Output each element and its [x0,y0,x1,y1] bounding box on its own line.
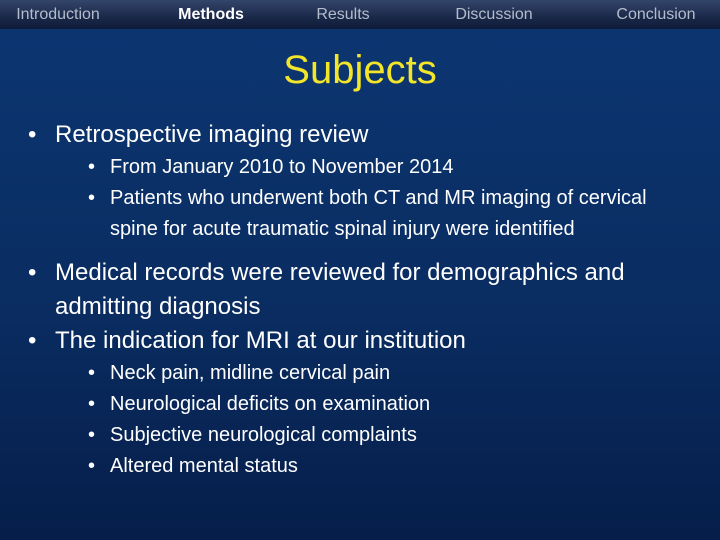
sub-bullet-list: Neck pain, midline cervical painNeurolog… [88,358,700,482]
nav-tab[interactable]: Discussion [455,6,533,23]
slide-title: Subjects [283,48,437,92]
content: Retrospective imaging reviewFrom January… [28,118,700,482]
sub-bullet: Neck pain, midline cervical pain [88,358,685,389]
sub-bullet: Subjective neurological complaints [88,420,685,451]
sub-bullet: Neurological deficits on examination [88,389,685,420]
sub-bullet-list: From January 2010 to November 2014Patien… [88,152,700,245]
bullet: The indication for MRI at our institutio… [28,324,670,358]
sub-bullet: From January 2010 to November 2014 [88,152,685,183]
bullet: Retrospective imaging review [28,118,670,152]
sub-bullet: Altered mental status [88,451,685,482]
nav-tab[interactable]: Conclusion [616,6,696,23]
sub-bullet: Patients who underwent both CT and MR im… [88,183,685,245]
bullet: Medical records were reviewed for demogr… [28,256,670,324]
nav-tab[interactable]: Methods [178,6,244,23]
nav-tab[interactable]: Introduction [16,6,100,23]
nav-bar: Introduction Methods Results Discussion Conc… [0,0,720,29]
nav-tab[interactable]: Results [316,6,370,23]
